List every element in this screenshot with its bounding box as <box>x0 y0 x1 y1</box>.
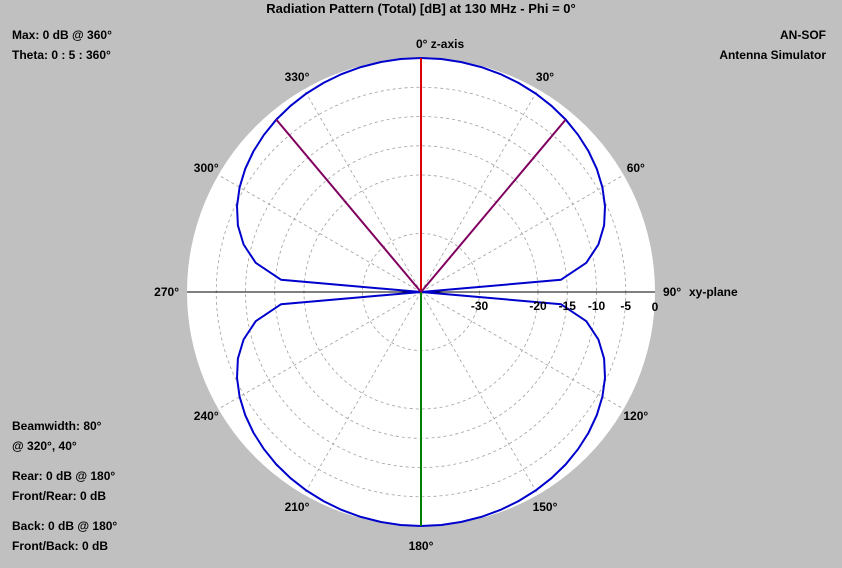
rear-text: Rear: 0 dB @ 180° <box>12 469 116 483</box>
max-gain-text: Max: 0 dB @ 360° <box>12 28 112 42</box>
radial-tick-label: -10 <box>588 299 606 313</box>
angle-label: 180° <box>409 539 434 553</box>
angle-label: 300° <box>194 161 219 175</box>
grid-spoke <box>420 174 624 293</box>
angle-label: 150° <box>533 500 558 514</box>
marker-line <box>275 118 422 293</box>
angle-label: 330° <box>285 70 310 84</box>
grid-spoke <box>218 174 422 293</box>
beamwidth-text: Beamwidth: 80° <box>12 419 102 433</box>
z-axis-label: 0° z-axis <box>416 37 464 51</box>
front-rear-text: Front/Rear: 0 dB <box>12 489 107 503</box>
angle-label: 90° <box>663 285 681 299</box>
angle-label: 240° <box>194 409 219 423</box>
radial-tick-label: 0 <box>652 300 659 314</box>
angle-label: 120° <box>623 409 648 423</box>
grid-spoke <box>420 89 539 293</box>
brand-name: AN-SOF <box>780 28 826 42</box>
chart-title: Radiation Pattern (Total) [dB] at 130 MH… <box>266 1 576 16</box>
angle-label: 60° <box>627 161 645 175</box>
angle-label: 210° <box>285 500 310 514</box>
angle-label: 270° <box>154 285 179 299</box>
brand-subtitle: Antenna Simulator <box>719 48 826 62</box>
radial-tick-label: -30 <box>471 299 489 313</box>
radial-tick-label: -5 <box>620 299 631 313</box>
grid-spoke <box>420 291 624 410</box>
xy-plane-label: xy-plane <box>689 285 738 299</box>
grid-spoke <box>218 291 422 410</box>
grid-spoke <box>303 89 422 293</box>
theta-range-text: Theta: 0 : 5 : 360° <box>12 48 111 62</box>
grid-spoke <box>420 291 539 495</box>
radial-tick-label: -15 <box>559 299 577 313</box>
back-text: Back: 0 dB @ 180° <box>12 519 118 533</box>
angle-label: 30° <box>536 70 554 84</box>
beamwidth-angles-text: @ 320°, 40° <box>12 439 77 453</box>
front-back-text: Front/Back: 0 dB <box>12 539 109 553</box>
grid-spoke <box>303 291 422 495</box>
marker-line <box>420 118 567 293</box>
radial-tick-label: -20 <box>529 299 547 313</box>
